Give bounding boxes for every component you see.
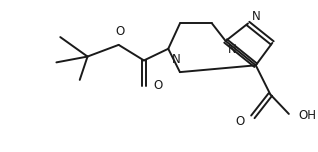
Text: OH: OH [299, 109, 316, 122]
Text: O: O [115, 25, 124, 38]
Text: N: N [228, 43, 236, 56]
Text: O: O [154, 79, 163, 92]
Text: N: N [252, 10, 261, 22]
Text: O: O [236, 115, 245, 128]
Text: N: N [172, 53, 181, 66]
